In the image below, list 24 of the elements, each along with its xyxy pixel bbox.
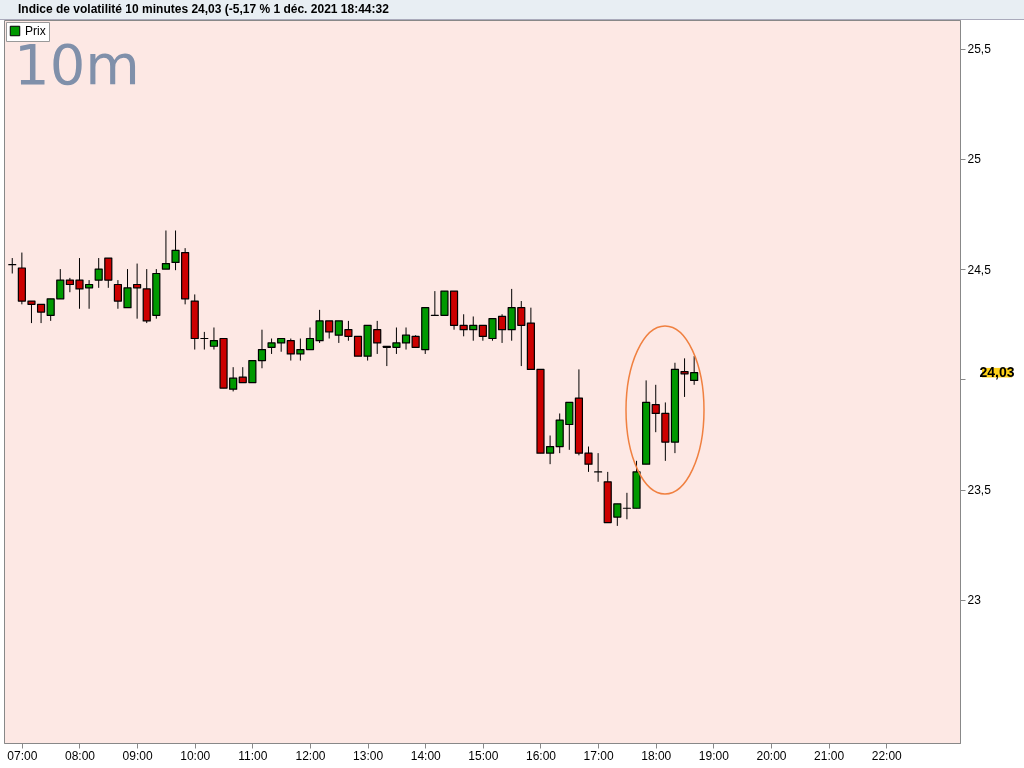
x-tick-label: 22:00 xyxy=(871,748,903,763)
x-tick-label: 14:00 xyxy=(410,748,442,763)
y-tick-label: 23,5 xyxy=(967,483,992,498)
x-tick-label: 16:00 xyxy=(525,748,557,763)
x-tick-label: 19:00 xyxy=(698,748,730,763)
x-tick-label: 21:00 xyxy=(814,748,845,763)
x-tick-label: 15:00 xyxy=(468,748,499,763)
x-tick-label: 10:00 xyxy=(180,748,211,763)
chart-title: Indice de volatilité 10 minutes 24,03 (-5,17 % 1 déc. 2021 18:44:32 xyxy=(0,0,1024,20)
x-tick-label: 20:00 xyxy=(756,748,787,763)
candlestick xyxy=(161,230,171,270)
x-tick-label: 11:00 xyxy=(238,748,268,763)
x-tick-label: 07:00 xyxy=(7,748,38,763)
x-tick-label: 13:00 xyxy=(353,748,384,763)
x-tick-label: 18:00 xyxy=(641,748,672,763)
x-tick-label: 12:00 xyxy=(295,748,326,763)
y-tick-label: 25 xyxy=(967,152,982,167)
candlestick xyxy=(257,329,267,369)
y-tick-label: 24,5 xyxy=(967,262,992,277)
x-tick-label: 17:00 xyxy=(583,748,614,763)
y-tick-label: 23 xyxy=(967,593,982,608)
y-tick-label: 25,5 xyxy=(967,42,992,57)
x-tick-label: 08:00 xyxy=(64,748,96,763)
x-tick-label: 09:00 xyxy=(122,748,153,763)
